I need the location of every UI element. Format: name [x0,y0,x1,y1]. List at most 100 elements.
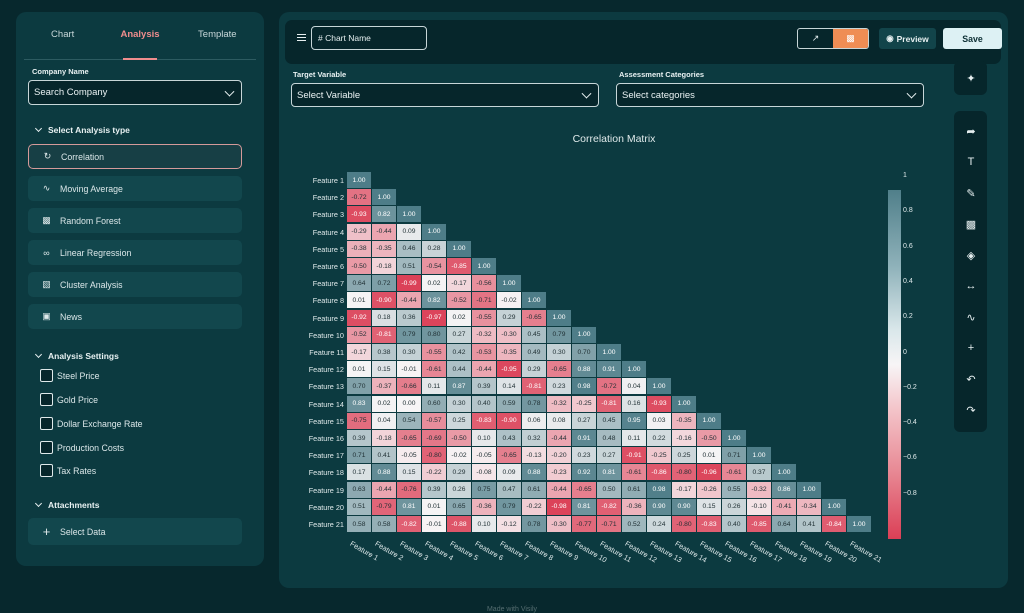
heatmap-cell: 0.78 [522,395,546,412]
colorbar-tick: 0.2 [903,313,913,321]
checkbox-label: Gold Price [57,394,99,405]
checkbox-box[interactable] [40,369,53,382]
heatmap-cell: 0.36 [397,309,421,326]
heatmap-cell: 0.45 [522,326,546,343]
heatmap-cell: 1.00 [447,240,471,257]
checkbox-box[interactable] [40,417,53,430]
row-label: Feature 19 [308,485,344,495]
heatmap-cell: -0.30 [497,326,521,343]
heatmap-cell: 0.65 [447,498,471,515]
checkbox-box[interactable] [40,441,53,454]
analysis-type-label: Select Analysis type [48,125,130,135]
undo-icon[interactable]: ↶ [966,373,976,386]
heatmap-cell: -0.22 [422,464,446,481]
redo-icon[interactable]: ↷ [966,404,976,417]
width-icon[interactable]: ↔ [965,280,977,292]
target-variable-select[interactable]: Select Variable [291,83,599,107]
heatmap-cell: 1.00 [697,412,721,429]
checkbox-box[interactable] [40,393,53,406]
edit-icon[interactable]: ✎ [966,187,976,200]
heatmap-cell: -0.54 [422,258,446,274]
add-icon[interactable]: + [967,342,975,354]
ai-tool-panel: ✦ [954,61,987,95]
trend-icon[interactable]: ∿ [966,311,976,324]
tab-chart[interactable]: Chart [51,29,75,40]
tab-template[interactable]: Template [198,29,237,40]
checkbox-tax-rates[interactable]: Tax Rates [40,464,96,477]
analysis-random-forest-button[interactable]: ▩ Random Forest [28,208,242,233]
heatmap-cell: 0.01 [422,498,446,515]
heatmap-cell: 0.60 [422,395,446,412]
heatmap-cell: -0.55 [422,344,446,360]
save-button[interactable]: Save [943,28,1002,49]
heatmap-cell: 1.00 [397,206,421,223]
bar-chart-icon[interactable]: ▩ [965,218,977,231]
cursor-icon[interactable]: ➦ [966,125,976,138]
heatmap-cell: 0.11 [622,430,646,446]
preview-button[interactable]: ◉ Preview [879,28,936,49]
heatmap-cell: -0.72 [597,378,621,395]
bar-chart-icon[interactable]: ▩ [833,29,868,48]
text-icon[interactable]: T [967,156,975,168]
heatmap-cell: 0.04 [622,378,646,395]
heatmap-cell: 0.70 [572,344,596,360]
checkbox-box[interactable] [40,464,53,477]
heatmap-cell: 0.15 [372,361,396,378]
heatmap-cell: 0.43 [497,430,521,446]
sparkle-icon[interactable]: ✦ [966,72,976,85]
analysis-linear-regression-button[interactable]: ∞ Linear Regression [28,240,242,265]
colorbar-tick: 1 [903,172,907,179]
heatmap-cell: 0.08 [547,412,571,429]
menu-icon[interactable] [297,34,306,41]
heatmap-cell: -0.85 [447,258,471,274]
checkbox-production-costs[interactable]: Production Costs [40,441,124,454]
analysis-moving-average-button[interactable]: ∿ Moving Average [28,176,242,201]
checkbox-dollar-exchange-rate[interactable]: Dollar Exchange Rate [40,417,143,430]
heatmap-cell: -0.77 [572,516,596,532]
heatmap-cell: -0.72 [347,189,371,206]
attachments-header[interactable]: Attachments [34,499,99,510]
analysis-type-header[interactable]: Select Analysis type [34,124,130,135]
checkbox-gold-price[interactable]: Gold Price [40,393,98,406]
target-variable-label: Target Variable [293,70,347,79]
row-label: Feature 1 [312,176,344,185]
heatmap-cell: 1.00 [572,326,596,343]
analysis-correlation-button[interactable]: ↻ Correlation [28,144,242,169]
heatmap-cell: 0.28 [422,240,446,257]
row-label: Feature 14 [308,399,344,409]
heatmap-cell: -0.22 [522,498,546,515]
row-label: Feature 12 [308,365,344,375]
line-chart-icon[interactable]: ↗ [811,33,820,43]
heatmap-cell: -0.35 [672,412,696,429]
heatmap-cell: 0.70 [347,378,371,395]
checkbox-steel-price[interactable]: Steel Price [40,369,100,382]
row-label: Feature 3 [312,210,344,220]
heatmap-cell: 0.40 [472,395,496,412]
fill-icon[interactable]: ◈ [966,249,976,262]
assessment-categories-select[interactable]: Select categories [616,83,924,107]
heatmap-cell: 0.90 [672,498,696,515]
chart-mode-toggle[interactable]: ↗ ▩ [797,28,869,49]
heatmap-cell: -0.05 [472,447,496,464]
heatmap-cell: 0.98 [572,378,596,395]
heatmap-cell: 1.00 [822,498,846,515]
select-data-button[interactable]: + Select Data [28,518,242,545]
chevron-down-icon [34,499,43,508]
row-label: Feature 8 [312,296,344,306]
analysis-news-button[interactable]: ▣ News [28,304,242,329]
heatmap-cell: -0.80 [672,516,696,532]
heatmap-cell: -0.79 [372,498,396,515]
analysis-cluster-analysis-button[interactable]: ▧ Cluster Analysis [28,272,242,297]
tab-analysis[interactable]: Analysis [101,26,178,60]
link-icon: ∞ [43,247,50,258]
heatmap-cell: -0.50 [347,258,371,274]
company-search-select[interactable]: Search Company [28,80,242,105]
analysis-settings-header[interactable]: Analysis Settings [34,350,119,361]
assessment-placeholder: Select categories [622,89,695,101]
colorbar-tick: 0.4 [903,277,913,285]
analysis-item-label: Random Forest [60,215,121,226]
chart-name-input[interactable]: # Chart Name [311,26,427,50]
heatmap-cell: -0.12 [497,516,521,532]
heatmap-cell: -0.37 [372,378,396,395]
company-placeholder: Search Company [34,87,108,98]
